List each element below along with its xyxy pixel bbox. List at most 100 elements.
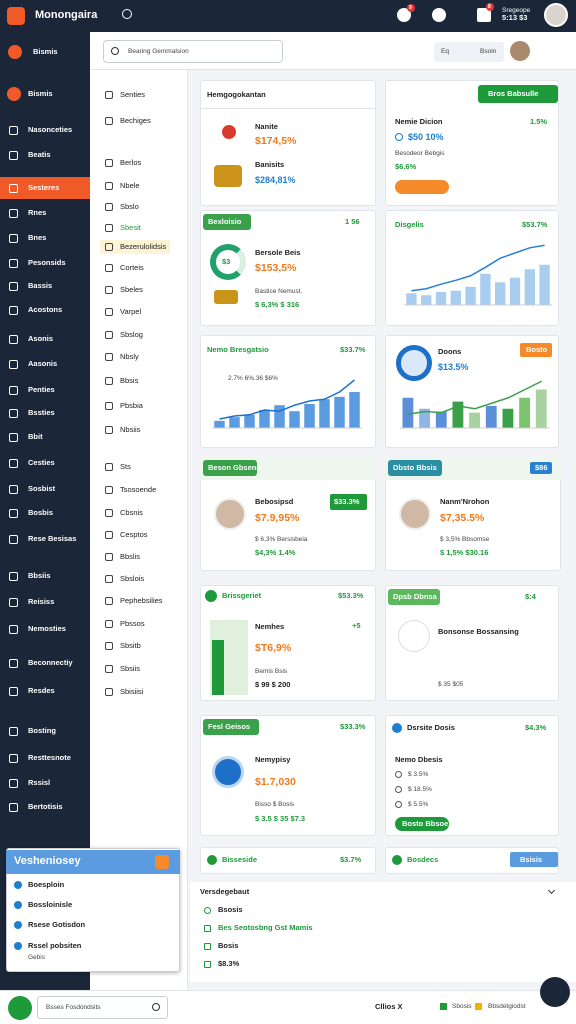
subnav-item[interactable]: Berlos bbox=[120, 158, 142, 167]
nav-item[interactable]: Beatis bbox=[28, 150, 51, 159]
nav-item[interactable]: Beconnectiy bbox=[28, 658, 73, 667]
button-label[interactable]: Bsisis bbox=[520, 855, 543, 864]
footer-search[interactable] bbox=[37, 996, 168, 1019]
subnav-item[interactable]: Cbsnis bbox=[120, 508, 143, 517]
chart-title: Disgelis bbox=[395, 220, 424, 229]
nav-item[interactable]: Nemosties bbox=[28, 624, 66, 633]
nav-item[interactable]: Asonis bbox=[28, 334, 54, 343]
nav-item[interactable]: Acostons bbox=[28, 305, 63, 314]
pill-label: Beson Gbsena bbox=[208, 463, 261, 472]
subnav-item[interactable]: Pbssos bbox=[120, 619, 145, 628]
nav-item[interactable]: Rese Besisas bbox=[28, 534, 77, 543]
footer-link[interactable]: Bbsdetgiodst bbox=[488, 1003, 526, 1010]
section-item[interactable]: $8.3% bbox=[218, 959, 240, 968]
search-box[interactable] bbox=[103, 40, 283, 63]
popup-item[interactable]: Bossloinisle bbox=[28, 900, 73, 909]
button[interactable] bbox=[510, 852, 558, 867]
nav-item[interactable]: Sesteres bbox=[28, 183, 60, 192]
subnav-item[interactable]: Pbsbia bbox=[120, 401, 143, 410]
nav-item[interactable]: Bnes bbox=[28, 233, 47, 242]
subnav-item[interactable]: Bbsis bbox=[120, 376, 139, 385]
help-button[interactable] bbox=[540, 977, 570, 1007]
subnav-item[interactable]: Varpel bbox=[120, 307, 142, 316]
subnav-item[interactable]: Sbslo bbox=[120, 202, 139, 211]
subnav-item[interactable]: Sbsitb bbox=[120, 641, 141, 650]
nav-item[interactable]: Bismis bbox=[28, 89, 53, 98]
button[interactable] bbox=[395, 817, 449, 831]
subnav-item[interactable]: Sbesit bbox=[120, 223, 141, 232]
subnav-item[interactable]: Sbsiis bbox=[120, 664, 141, 673]
nav-item[interactable]: Sosbist bbox=[28, 484, 56, 493]
footer-link[interactable]: Cllios X bbox=[375, 1002, 403, 1011]
icon-button[interactable] bbox=[477, 8, 491, 22]
nav-item[interactable]: Pesonsids bbox=[28, 258, 66, 267]
subnav-item[interactable]: Corteis bbox=[120, 263, 144, 272]
nav-item[interactable]: Bosbis bbox=[28, 508, 54, 517]
popup-item[interactable]: Rsese Gotisdon bbox=[28, 920, 86, 929]
pill-value: 1 56 bbox=[345, 217, 360, 226]
nav-item[interactable]: Bbsiis bbox=[28, 571, 51, 580]
popup-item[interactable]: Gebis bbox=[28, 954, 45, 961]
option[interactable]: $ 3.5% bbox=[408, 771, 429, 778]
nav-item[interactable]: Cesties bbox=[28, 458, 55, 467]
nav-item[interactable]: Rnes bbox=[28, 208, 47, 217]
nav-item[interactable]: Resdes bbox=[28, 686, 55, 695]
popup-item[interactable]: Rssel pobsiten bbox=[28, 941, 82, 950]
button-label[interactable]: Bosto Bbsoe bbox=[402, 819, 449, 828]
section-item[interactable]: Bsosis bbox=[218, 905, 243, 914]
subnav-item[interactable]: Senties bbox=[120, 90, 146, 99]
footer-link[interactable]: Sbosis bbox=[452, 1003, 472, 1010]
nav-item[interactable]: Bosting bbox=[28, 726, 56, 735]
footer-icon[interactable] bbox=[8, 996, 32, 1020]
nav-item[interactable]: Resttesnote bbox=[28, 753, 71, 762]
button[interactable] bbox=[478, 85, 558, 103]
section-item[interactable]: Bosis bbox=[218, 941, 239, 950]
avatar[interactable] bbox=[544, 3, 568, 27]
action[interactable]: Bsoin bbox=[480, 48, 497, 55]
popup-item[interactable]: Boesploin bbox=[28, 880, 65, 889]
icon-button[interactable] bbox=[432, 8, 446, 22]
option[interactable]: $ 18.5% bbox=[408, 786, 432, 793]
nav-item[interactable]: Rssisl bbox=[28, 778, 51, 787]
avatar[interactable] bbox=[510, 41, 530, 61]
radio[interactable] bbox=[395, 771, 402, 778]
subnav-item[interactable]: Bezerulolidsis bbox=[120, 242, 167, 251]
button[interactable] bbox=[520, 343, 552, 357]
button[interactable] bbox=[395, 180, 449, 194]
subnav-item[interactable]: Sbslois bbox=[120, 574, 145, 583]
nav-item[interactable]: Bbit bbox=[28, 432, 43, 441]
search-icon[interactable] bbox=[122, 9, 132, 19]
radio[interactable] bbox=[395, 786, 402, 793]
subnav-item[interactable]: Sbslog bbox=[120, 330, 143, 339]
button-label[interactable]: Bosto bbox=[526, 345, 548, 354]
section-item[interactable]: Bes Seotosbng Gst Mamis bbox=[218, 923, 313, 932]
subnav-item[interactable]: Sts bbox=[120, 462, 131, 471]
nav-item[interactable]: Bassis bbox=[28, 281, 53, 290]
subnav-icon bbox=[105, 531, 113, 539]
nav-item[interactable]: Bertotisis bbox=[28, 802, 63, 811]
nav-icon bbox=[9, 779, 18, 788]
button-label[interactable]: Bros Babsulle bbox=[488, 89, 539, 98]
subnav-item[interactable]: Nbsiis bbox=[120, 425, 141, 434]
item-name: Nemo Dbesis bbox=[395, 755, 443, 764]
subnav-item[interactable]: Nbele bbox=[120, 181, 140, 190]
subnav-item[interactable]: Cesptos bbox=[120, 530, 148, 539]
nav-item[interactable]: Nasonceties bbox=[28, 125, 73, 134]
subnav-item[interactable]: Pephebsilies bbox=[120, 596, 163, 605]
radio[interactable] bbox=[395, 801, 402, 808]
action[interactable]: Eq bbox=[441, 48, 449, 55]
subnav-item[interactable]: Sbeles bbox=[120, 285, 143, 294]
detail: $ 3,5% Bbsomse bbox=[440, 536, 490, 543]
card-title: Brissgeriet bbox=[222, 591, 262, 600]
subnav-item[interactable]: Nbsly bbox=[120, 352, 139, 361]
subnav-item[interactable]: Tsosoende bbox=[120, 485, 157, 494]
subnav-item[interactable]: Sbisiisi bbox=[120, 687, 144, 696]
nav-item[interactable]: Bssties bbox=[28, 408, 55, 417]
nav-item[interactable]: Aasonis bbox=[28, 359, 58, 368]
icon-button[interactable] bbox=[397, 8, 411, 22]
nav-item[interactable]: Reisiss bbox=[28, 597, 55, 606]
subnav-item[interactable]: Bbslis bbox=[120, 552, 141, 561]
subnav-item[interactable]: Bechiges bbox=[120, 116, 151, 125]
option[interactable]: $ 5.5% bbox=[408, 801, 429, 808]
nav-item[interactable]: Penties bbox=[28, 385, 55, 394]
